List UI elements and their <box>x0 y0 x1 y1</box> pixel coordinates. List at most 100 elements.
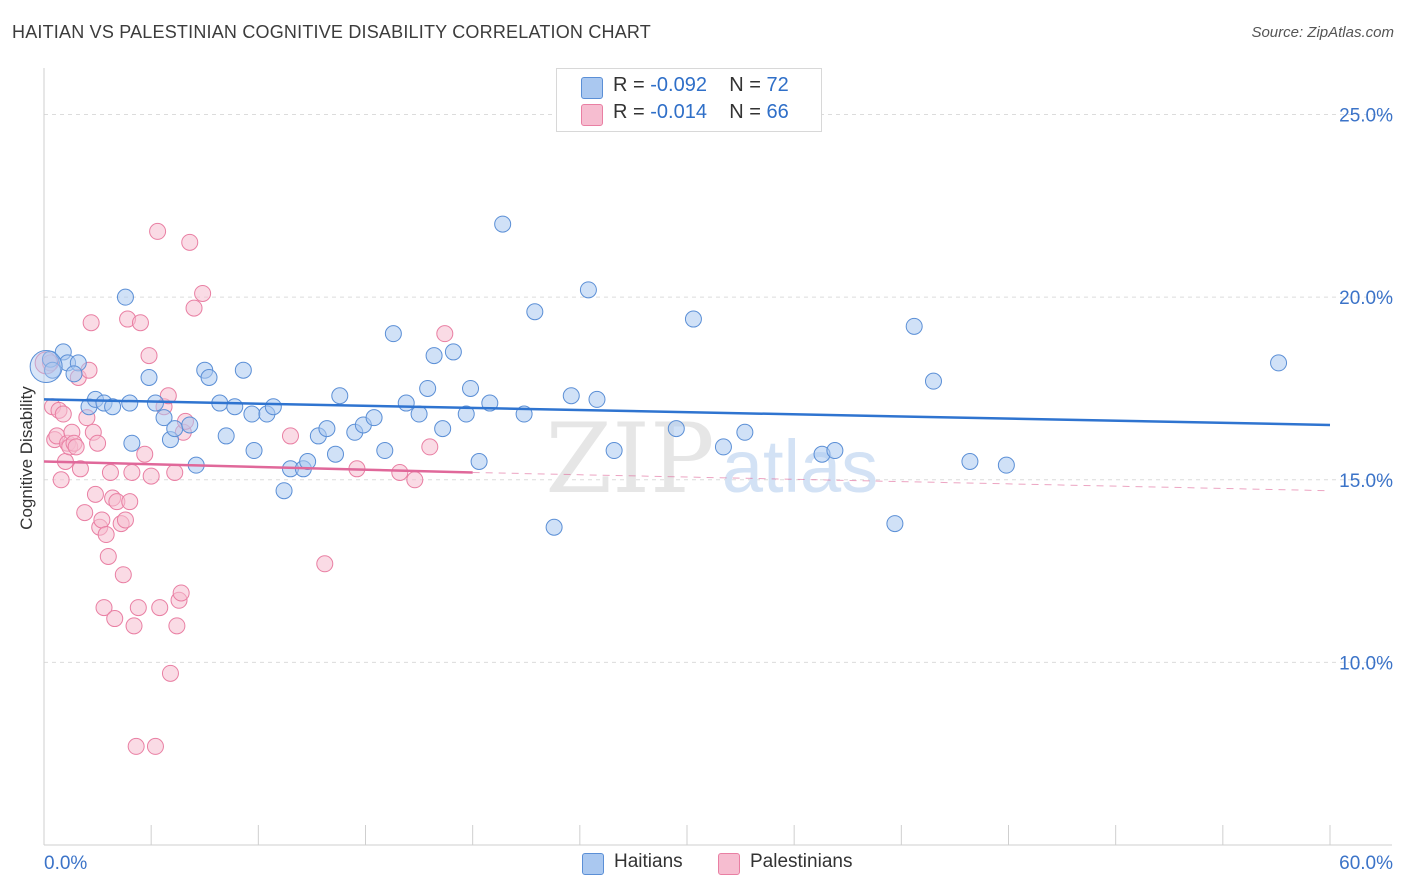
haitian-point <box>410 405 428 423</box>
haitian-point <box>104 398 122 416</box>
haitian-point <box>116 288 134 306</box>
palestinians-swatch <box>581 104 603 126</box>
palestinian-point <box>136 445 154 463</box>
legend-n-value-palestinians: 66 <box>766 101 789 123</box>
legend-r-value-haitians: -0.092 <box>650 74 707 96</box>
haitian-point <box>200 368 218 386</box>
palestinian-point <box>101 463 119 481</box>
haitians-trend-line <box>43 398 1331 427</box>
haitians-swatch <box>581 77 603 99</box>
haitian-point <box>365 409 383 427</box>
haitian-point <box>714 438 732 456</box>
y-tick-label: 15.0% <box>1339 471 1393 492</box>
haitian-point <box>275 482 293 500</box>
watermark: ZIP atlas <box>545 403 878 515</box>
palestinian-point <box>52 471 70 489</box>
grid-layer <box>44 114 1392 663</box>
palestinian-point <box>76 504 94 522</box>
haitian-point <box>588 390 606 408</box>
haitian-point <box>605 442 623 460</box>
haitian-point <box>121 394 139 412</box>
palestinian-point <box>194 284 212 302</box>
palestinian-point <box>71 460 89 478</box>
haitian-point <box>384 325 402 343</box>
y-tick-label: 20.0% <box>1339 288 1393 309</box>
haitian-point <box>684 310 702 328</box>
legend-r-value-palestinians: -0.014 <box>650 101 707 123</box>
tick-labels: 10.0% 15.0% 20.0% 25.0% 0.0% 60.0% <box>44 106 1393 874</box>
haitian-point <box>318 420 336 438</box>
haitian-point <box>140 368 158 386</box>
palestinian-point <box>127 737 145 755</box>
palestinians-legend-label: Palestinians <box>750 851 853 872</box>
palestinian-point <box>82 314 100 332</box>
palestinian-point <box>181 233 199 251</box>
legend-n-value-haitians: 72 <box>766 74 789 96</box>
haitian-point <box>419 379 437 397</box>
chart-title: HAITIAN VS PALESTINIAN COGNITIVE DISABIL… <box>12 22 651 42</box>
watermark-zip: ZIP <box>545 403 714 515</box>
haitian-point <box>166 420 184 438</box>
palestinian-point <box>86 485 104 503</box>
palestinian-point <box>140 347 158 365</box>
palestinian-point <box>125 617 143 635</box>
haitian-point <box>425 347 443 365</box>
haitian-cluster-point <box>29 350 63 384</box>
source-label: Source: ZipAtlas.com <box>1251 24 1394 41</box>
palestinian-point <box>121 493 139 511</box>
correlation-legend: R = -0.092 N = 72 R = -0.014 N = 66 <box>556 68 822 132</box>
palestinian-point <box>436 325 454 343</box>
haitian-point <box>331 387 349 405</box>
haitian-point <box>444 343 462 361</box>
palestinian-point <box>142 467 160 485</box>
palestinian-point <box>93 511 111 529</box>
palestinian-point <box>95 599 113 617</box>
palestinian-point <box>129 599 147 617</box>
haitian-point <box>961 453 979 470</box>
palestinian-point <box>67 438 85 456</box>
palestinian-point <box>99 547 117 565</box>
palestinians-trend-line <box>43 460 473 474</box>
palestinian-point <box>97 526 115 544</box>
haitian-point <box>470 453 488 470</box>
palestinians-legend-swatch <box>718 853 740 875</box>
legend-r-label: R = <box>613 101 645 123</box>
palestinian-point <box>123 463 141 481</box>
haitian-point <box>146 394 164 412</box>
haitian-point <box>299 453 317 470</box>
haitian-point <box>234 361 252 379</box>
haitian-point <box>997 456 1015 474</box>
palestinian-point <box>185 299 203 317</box>
palestinian-point <box>161 664 179 682</box>
haitian-point <box>1270 354 1288 372</box>
haitian-point <box>245 442 263 460</box>
haitian-point <box>667 420 685 438</box>
trend-lines <box>43 398 1331 492</box>
haitians-points <box>29 215 1288 536</box>
palestinian-point <box>166 463 184 481</box>
haitian-point <box>562 387 580 405</box>
palestinian-point <box>89 434 107 452</box>
haitian-point <box>226 398 244 416</box>
haitian-point <box>462 379 480 397</box>
palestinian-point <box>172 584 190 602</box>
haitian-point <box>264 398 282 416</box>
x-tick-label-max: 60.0% <box>1339 853 1393 874</box>
haitian-point <box>457 405 475 423</box>
palestinian-point <box>168 617 186 635</box>
palestinian-point <box>106 610 124 628</box>
y-tick-label: 10.0% <box>1339 653 1393 674</box>
haitian-point <box>326 445 344 463</box>
palestinian-point <box>421 438 439 456</box>
haitian-point <box>181 416 199 434</box>
legend-n-label: N = <box>729 101 761 123</box>
palestinian-point <box>131 314 149 332</box>
axis-layer <box>43 68 1392 846</box>
haitian-point <box>545 518 563 536</box>
legend-n-label: N = <box>729 74 761 96</box>
haitian-point <box>217 427 235 445</box>
haitian-point <box>44 361 62 379</box>
haitians-legend-label: Haitians <box>614 851 683 872</box>
haitian-point <box>886 515 904 533</box>
